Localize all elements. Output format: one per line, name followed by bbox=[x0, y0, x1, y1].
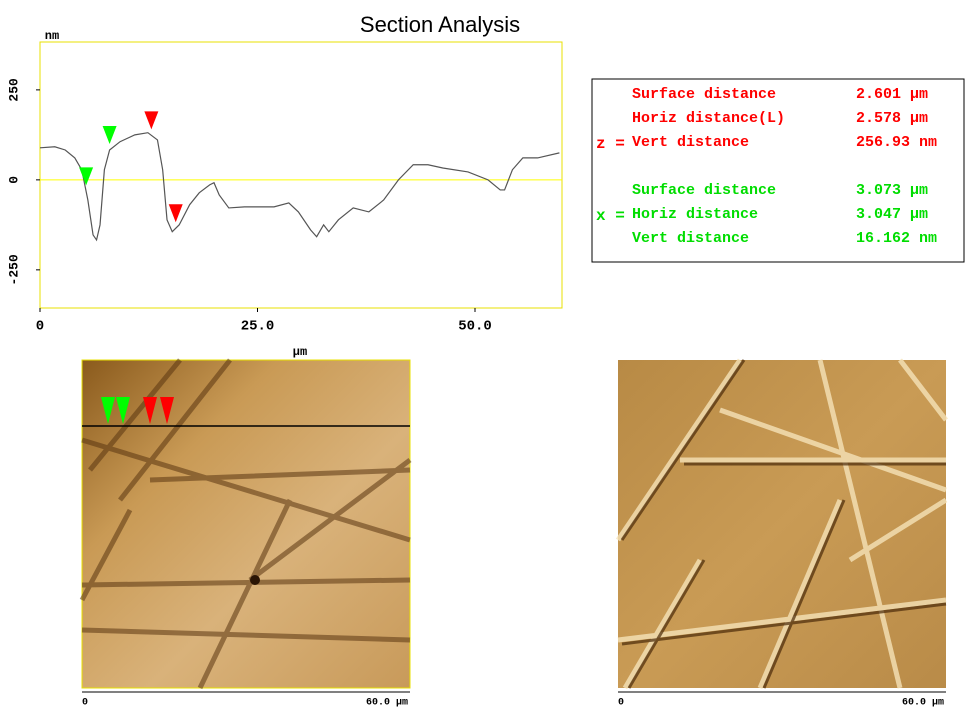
readout-name: Vert distance bbox=[632, 134, 749, 151]
cursor-marker bbox=[144, 111, 159, 130]
profile-line bbox=[39, 132, 560, 242]
image-axis-start: 0 bbox=[82, 698, 88, 709]
y-unit: nm bbox=[45, 29, 59, 43]
x-tick-label: 25.0 bbox=[241, 319, 275, 335]
x-tick-label: 0 bbox=[36, 319, 44, 335]
readout-name: Surface distance bbox=[632, 182, 776, 199]
plot-frame bbox=[39, 41, 563, 309]
readout-value: 3.047 µm bbox=[856, 206, 928, 223]
cursor-label: x = bbox=[596, 207, 625, 225]
amplitude-image bbox=[615, 358, 948, 690]
readout-value: 2.601 µm bbox=[856, 86, 928, 103]
readout-value: 16.162 nm bbox=[856, 230, 937, 247]
readout-value: 256.93 nm bbox=[856, 134, 937, 151]
image-axis-start: 0 bbox=[618, 698, 624, 709]
readout-name: Vert distance bbox=[632, 230, 749, 247]
y-tick-label: -250 bbox=[6, 254, 21, 285]
x-tick-label: 50.0 bbox=[458, 319, 492, 335]
cursor-marker bbox=[102, 125, 117, 144]
readout-name: Surface distance bbox=[632, 86, 776, 103]
readout-value: 3.073 µm bbox=[856, 182, 928, 199]
image-axis-end: 60.0 µm bbox=[902, 698, 944, 709]
cursor-label: z = bbox=[596, 135, 625, 153]
y-tick-label: 250 bbox=[6, 78, 21, 102]
y-tick-label: 0 bbox=[6, 176, 21, 184]
readout-value: 2.578 µm bbox=[856, 110, 928, 127]
readout-name: Horiz distance bbox=[632, 206, 758, 223]
readout-box bbox=[591, 78, 965, 263]
x-unit: µm bbox=[293, 345, 307, 359]
readout-name: Horiz distance(L) bbox=[632, 110, 785, 127]
height-image bbox=[79, 358, 412, 690]
cursor-marker bbox=[79, 167, 94, 186]
title: Section Analysis bbox=[360, 12, 520, 37]
cursor-marker bbox=[168, 204, 183, 223]
image-axis-end: 60.0 µm bbox=[366, 698, 408, 709]
